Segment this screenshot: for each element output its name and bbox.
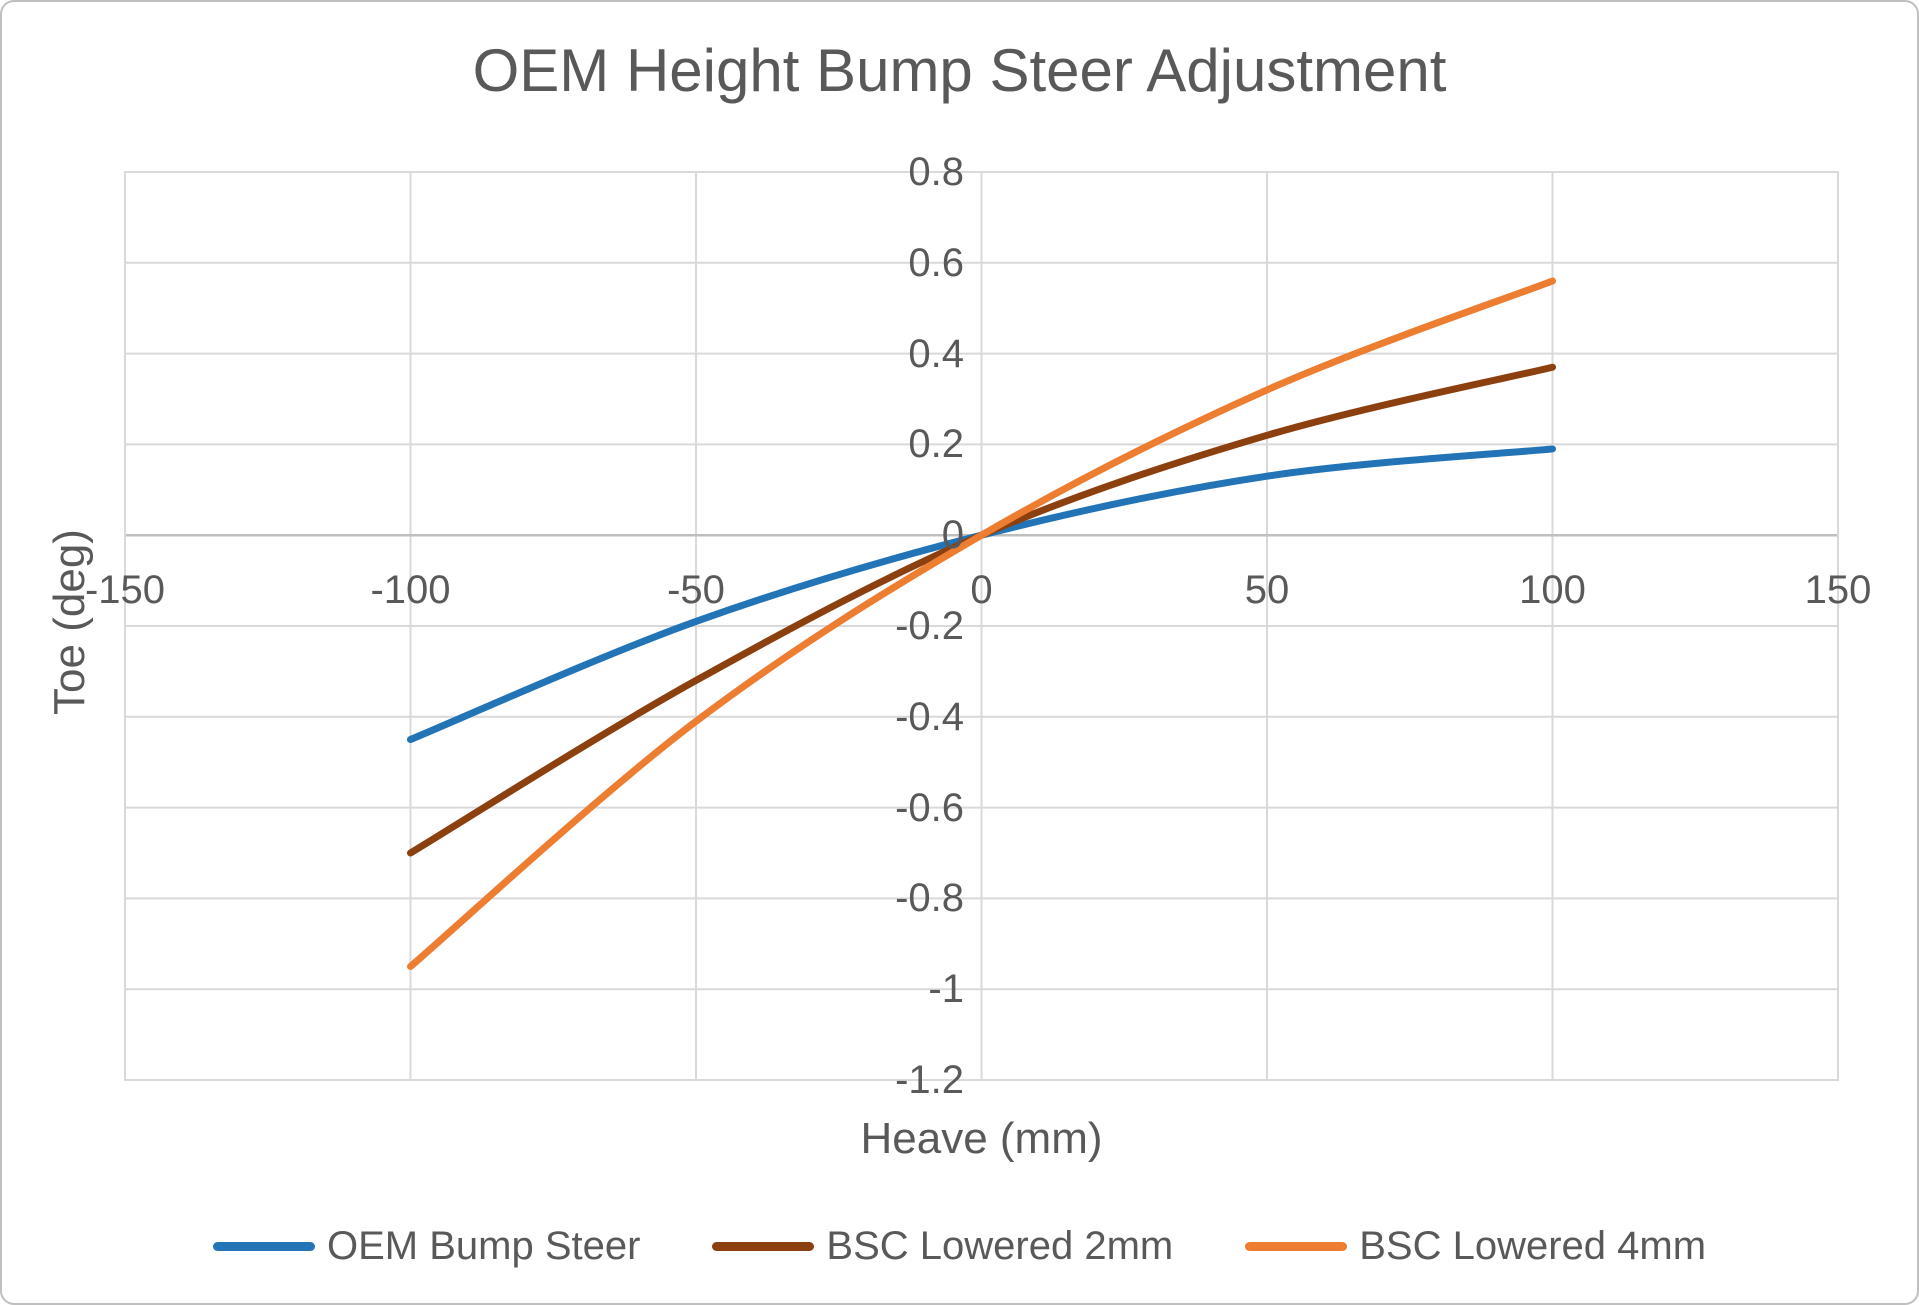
legend-swatch-bsc-lowered-2mm xyxy=(712,1242,815,1251)
legend-swatch-bsc-lowered-4mm xyxy=(1245,1242,1348,1251)
legend-item-oem-bump-steer: OEM Bump Steer xyxy=(212,1224,641,1269)
legend-swatch-oem-bump-steer xyxy=(212,1242,315,1251)
legend-label-bsc-lowered-2mm: BSC Lowered 2mm xyxy=(826,1224,1174,1268)
legend-item-bsc-lowered-4mm: BSC Lowered 4mm xyxy=(1245,1224,1706,1269)
plot-border xyxy=(124,171,1839,1081)
legend-label-bsc-lowered-4mm: BSC Lowered 4mm xyxy=(1359,1224,1707,1268)
legend-item-bsc-lowered-2mm: BSC Lowered 2mm xyxy=(712,1224,1173,1269)
x-axis-title: Heave (mm) xyxy=(860,1114,1103,1163)
series-line-2 xyxy=(407,277,1556,970)
chart-title: OEM Height Bump Steer Adjustment xyxy=(472,37,1447,104)
legend-label-oem-bump-steer: OEM Bump Steer xyxy=(326,1224,641,1268)
legend: OEM Bump Steer BSC Lowered 2mm BSC Lower… xyxy=(2,1224,1917,1269)
y-axis-title: Toe (deg) xyxy=(45,529,94,715)
